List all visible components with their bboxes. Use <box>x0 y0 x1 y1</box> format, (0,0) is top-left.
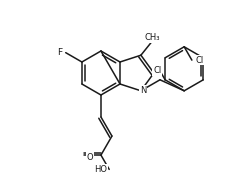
Text: Cl: Cl <box>195 56 203 65</box>
Text: HO: HO <box>94 165 107 174</box>
Text: Cl: Cl <box>153 66 161 75</box>
Text: CH₃: CH₃ <box>144 33 160 42</box>
Text: F: F <box>57 48 62 57</box>
Text: O: O <box>86 153 93 162</box>
Text: N: N <box>139 86 146 95</box>
